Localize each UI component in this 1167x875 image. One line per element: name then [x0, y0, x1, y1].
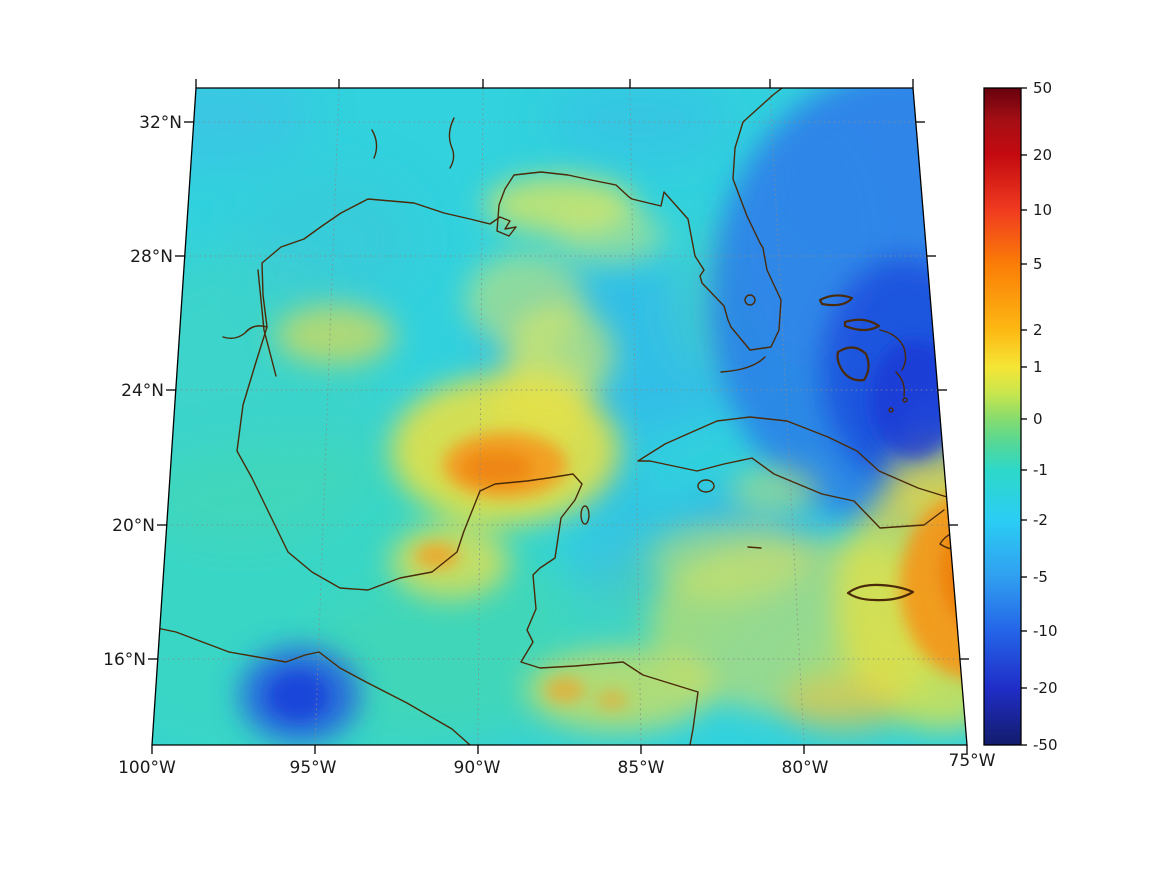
colorbar-tick-label: 10: [1033, 201, 1052, 219]
colorbar-tick-label: 1: [1033, 358, 1043, 376]
coastline-texas-barrier: [257, 269, 277, 377]
map-field: [152, 88, 967, 745]
island-cayman: [747, 546, 762, 549]
coastline-cuba: [637, 416, 948, 529]
graticule: [157, 88, 960, 745]
field-blob: [650, 520, 810, 600]
field-blob: [461, 450, 533, 486]
colorbar-tick-label: 20: [1033, 146, 1052, 164]
field-blob: [555, 205, 665, 265]
field-blob: [240, 170, 420, 310]
island-eleuthera: [879, 329, 907, 371]
lake-okeechobee: [744, 294, 756, 306]
colorbar-tick-label: -20: [1033, 679, 1058, 697]
coastline-pacific-mexico: [152, 626, 471, 745]
island-cay: [902, 397, 908, 403]
coastlines: [152, 88, 967, 745]
colorbar-tick-label: -2: [1033, 511, 1048, 529]
river-texas: [371, 129, 378, 159]
river-rio-grande: [222, 325, 268, 340]
field-blob: [525, 648, 715, 732]
field-blob: [870, 340, 960, 460]
lat-labels: 32°N 28°N 24°N 20°N 16°N: [103, 113, 182, 670]
island-cay-line: [937, 367, 965, 373]
colorbar-gradient: [984, 88, 1021, 745]
lat-tick-label: 24°N: [121, 381, 164, 401]
colorbar-tick-label: 5: [1033, 255, 1043, 273]
island-grand-bahama: [818, 294, 854, 307]
lon-tick-label: 90°W: [454, 758, 501, 778]
field-blob: [545, 677, 585, 703]
colorbar-tick-label: -50: [1033, 736, 1058, 754]
lon-tick-label: 85°W: [618, 758, 665, 778]
island-long-island: [895, 371, 906, 397]
colorbar-tick-label: -5: [1033, 568, 1048, 586]
colorbar-tick-label: -10: [1033, 622, 1058, 640]
lon-tick-label: 75°W: [949, 751, 996, 771]
field-blob: [780, 677, 900, 733]
field-blob: [275, 305, 395, 365]
colorbar-ticks: [1021, 87, 1027, 746]
coastline-florida-keys: [720, 356, 766, 373]
colorbar-frame: [983, 87, 1022, 746]
colorbar-tick-label: -1: [1033, 461, 1048, 479]
lat-tick-label: 16°N: [103, 650, 146, 670]
island-cay: [888, 407, 894, 413]
colorbar-tick-label: 2: [1033, 321, 1043, 339]
lat-tick-label: 20°N: [112, 516, 155, 536]
river-mississippi: [448, 117, 455, 169]
field-blob: [415, 543, 459, 569]
island-abaco: [843, 318, 881, 332]
colorbar-labels: 50 20 10 5 2 1 0 -1 -2 -5 -10 -20 -50: [1033, 79, 1058, 754]
field-blob: [268, 672, 328, 720]
island-jamaica: [846, 583, 915, 602]
field-blob: [550, 88, 730, 165]
lat-tick-label: 32°N: [139, 113, 182, 133]
island-isla-juventud: [697, 479, 715, 493]
axis-ticks: [148, 79, 969, 754]
coastline-yucatan: [479, 473, 699, 745]
lon-tick-label: 80°W: [782, 758, 829, 778]
field-blob: [730, 465, 820, 515]
island-cozumel: [580, 505, 590, 525]
lon-labels: 100°W 95°W 90°W 85°W 80°W 75°W: [118, 751, 996, 778]
colorbar-tick-label: 50: [1033, 79, 1052, 97]
lon-tick-label: 100°W: [118, 758, 176, 778]
island-andros: [836, 346, 870, 382]
colorbar: 50 20 10 5 2 1 0 -1 -2 -5 -10 -20 -50: [983, 79, 1058, 754]
field-blob: [596, 690, 628, 710]
coastline-gulf-us-mexico: [236, 88, 783, 591]
lon-tick-label: 95°W: [290, 758, 337, 778]
colorbar-tick-label: 0: [1033, 410, 1043, 428]
field-blob: [900, 490, 967, 680]
lat-tick-label: 28°N: [130, 247, 173, 267]
